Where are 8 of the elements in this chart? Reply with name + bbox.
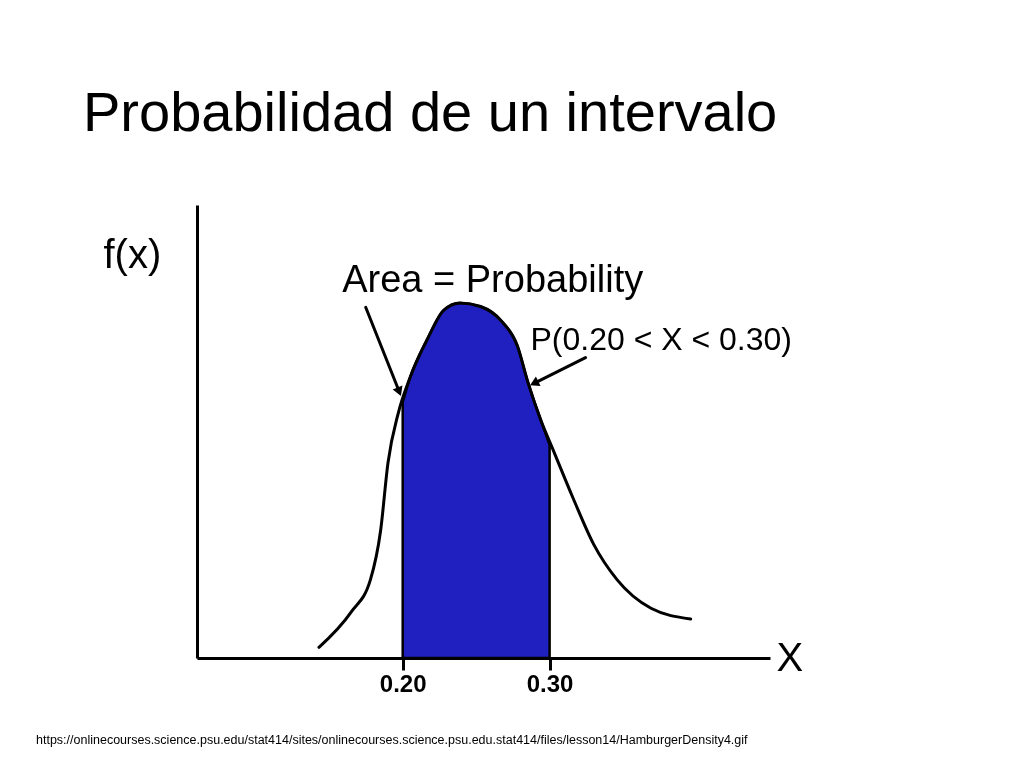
annotation: P(0.20 < X < 0.30) bbox=[530, 320, 793, 357]
text: https://onlinecourses.science.psu.edu/stat414/sites/onlinecourses.science.psu.edu.stat414/files/lesson14/HamburgerDensity4.gif bbox=[36, 733, 749, 747]
chart-title: Probabilidad de un intervalo bbox=[83, 80, 778, 143]
x-tick-label: 0.20 bbox=[379, 669, 427, 697]
y-axis-title: f(x) bbox=[103, 231, 162, 276]
annotation: Area = Probability bbox=[342, 258, 644, 301]
x-tick-label: 0.30 bbox=[526, 669, 574, 697]
x-axis-title: X bbox=[776, 634, 804, 679]
